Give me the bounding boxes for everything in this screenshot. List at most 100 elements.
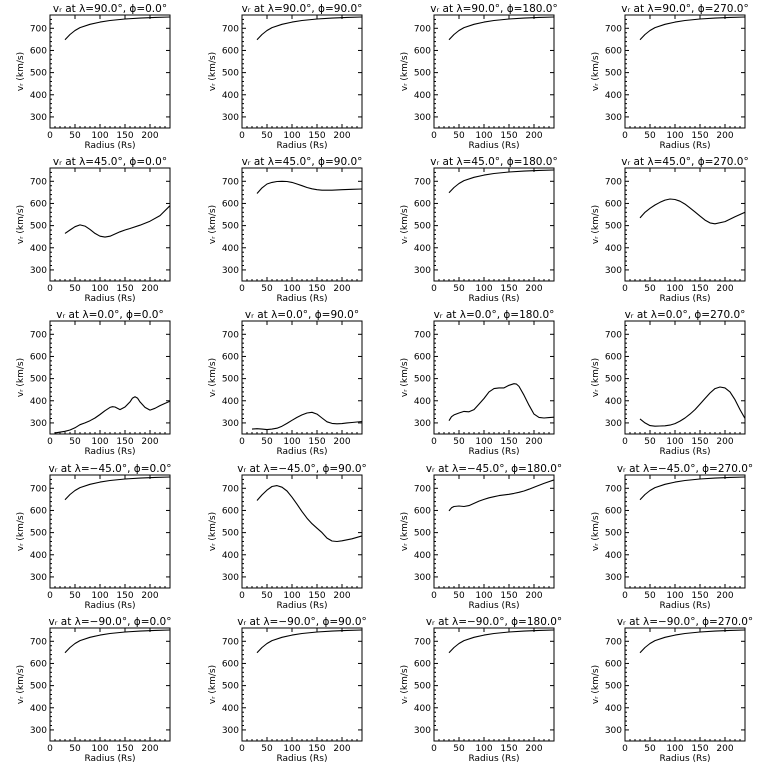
y-axis-label: vᵣ (km/s)	[16, 52, 26, 91]
x-tick-label: 200	[141, 744, 158, 754]
x-tick-label: 0	[239, 284, 245, 294]
panel-12: vᵣ at λ=−45.0°, ϕ=0.0° 0 50 100 150 200 300 400…	[16, 463, 171, 611]
series-line	[448, 16, 554, 41]
x-tick-label: 150	[308, 131, 325, 141]
plot-frame	[433, 167, 555, 282]
x-axis-label: Radius (Rs)	[659, 141, 710, 151]
x-tick-label: 0	[431, 284, 437, 294]
x-tick-label: 150	[116, 591, 133, 601]
series-line	[639, 386, 745, 427]
plot-frame	[433, 474, 555, 589]
series-line	[448, 629, 554, 654]
series-line	[639, 476, 745, 501]
y-tick-label: 700	[222, 24, 239, 34]
y-tick-label: 400	[605, 244, 622, 254]
x-tick-label: 50	[261, 284, 273, 294]
y-tick-label: 400	[222, 244, 239, 254]
x-tick-label: 0	[622, 437, 628, 447]
x-tick-label: 150	[500, 131, 517, 141]
series-line	[251, 411, 362, 431]
x-tick-label: 100	[475, 744, 492, 754]
plot-frame	[49, 474, 171, 589]
y-tick-label: 700	[222, 177, 239, 187]
y-axis-label: vᵣ (km/s)	[208, 52, 218, 91]
plot-frame	[49, 14, 171, 129]
y-tick-label: 500	[222, 682, 239, 692]
y-axis-label: vᵣ (km/s)	[208, 512, 218, 551]
y-axis-label: vᵣ (km/s)	[591, 358, 601, 397]
y-axis-label: vᵣ (km/s)	[400, 358, 410, 397]
x-tick-label: 0	[622, 591, 628, 601]
x-tick-label: 50	[644, 591, 656, 601]
panel-16: vᵣ at λ=−90.0°, ϕ=0.0° 0 50 100 150 200 300 400…	[16, 616, 171, 764]
y-axis-label: vᵣ (km/s)	[591, 512, 601, 551]
series-line	[256, 485, 362, 543]
y-tick-label: 500	[30, 222, 47, 232]
x-tick-label: 50	[69, 131, 81, 141]
x-tick-label: 0	[622, 131, 628, 141]
plot-frame	[624, 167, 746, 282]
y-tick-label: 300	[30, 726, 47, 736]
y-tick-label: 400	[222, 704, 239, 714]
series-line	[64, 205, 170, 238]
x-axis-label: Radius (Rs)	[84, 447, 135, 457]
x-tick-label: 200	[141, 284, 158, 294]
y-axis-label: vᵣ (km/s)	[591, 52, 601, 91]
y-tick-label: 400	[605, 397, 622, 407]
x-tick-label: 100	[475, 284, 492, 294]
y-tick-label: 500	[222, 529, 239, 539]
x-tick-label: 0	[622, 744, 628, 754]
x-tick-label: 200	[333, 591, 350, 601]
y-tick-label: 400	[414, 704, 431, 714]
x-axis-label: Radius (Rs)	[468, 141, 519, 151]
series-line	[256, 16, 362, 41]
plot-frame	[433, 627, 555, 742]
y-tick-label: 400	[30, 91, 47, 101]
panel-title: vᵣ at λ=0.0°, ϕ=90.0°	[245, 309, 359, 321]
y-axis-label: vᵣ (km/s)	[591, 205, 601, 244]
x-tick-label: 100	[91, 591, 108, 601]
plot-frame	[433, 14, 555, 129]
x-tick-label: 150	[308, 284, 325, 294]
y-tick-label: 500	[414, 375, 431, 385]
x-tick-label: 0	[47, 591, 53, 601]
y-tick-label: 600	[30, 352, 47, 362]
panel-19: vᵣ at λ=−90.0°, ϕ=270.0° 0 50 100 150 200 300 4…	[591, 616, 753, 764]
panel-3: vᵣ at λ=90.0°, ϕ=270.0° 0 50 100 150 200 300 40…	[591, 3, 749, 151]
y-tick-label: 300	[30, 419, 47, 429]
y-axis-label: vᵣ (km/s)	[400, 205, 410, 244]
x-axis-label: Radius (Rs)	[468, 447, 519, 457]
plot-frame	[241, 627, 363, 742]
y-tick-label: 500	[222, 69, 239, 79]
panel-6: vᵣ at λ=45.0°, ϕ=180.0° 0 50 100 150 200 300 40…	[400, 156, 558, 304]
x-tick-label: 100	[475, 131, 492, 141]
x-tick-label: 150	[691, 744, 708, 754]
x-tick-label: 200	[525, 744, 542, 754]
y-axis-label: vᵣ (km/s)	[16, 512, 26, 551]
x-tick-label: 200	[333, 131, 350, 141]
y-tick-label: 500	[30, 529, 47, 539]
x-tick-label: 200	[333, 437, 350, 447]
panel-title: vᵣ at λ=90.0°, ϕ=270.0°	[621, 3, 749, 15]
y-tick-label: 700	[222, 330, 239, 340]
y-tick-label: 300	[605, 726, 622, 736]
y-axis-label: vᵣ (km/s)	[591, 665, 601, 704]
y-tick-label: 500	[222, 375, 239, 385]
panel-4: vᵣ at λ=45.0°, ϕ=0.0° 0 50 100 150 200 300 400 5…	[16, 156, 171, 304]
y-tick-label: 300	[414, 113, 431, 123]
plot-frame	[624, 474, 746, 589]
series-line	[64, 16, 170, 41]
x-tick-label: 150	[116, 131, 133, 141]
x-tick-label: 200	[525, 284, 542, 294]
x-tick-label: 50	[69, 284, 81, 294]
x-tick-label: 100	[666, 437, 683, 447]
x-tick-label: 50	[453, 744, 465, 754]
panel-title: vᵣ at λ=−45.0°, ϕ=90.0°	[237, 463, 367, 475]
series-line	[448, 479, 554, 512]
x-tick-label: 0	[47, 437, 53, 447]
plot-frame	[241, 474, 363, 589]
y-tick-label: 700	[30, 24, 47, 34]
x-axis-label: Radius (Rs)	[276, 294, 327, 304]
panel-7: vᵣ at λ=45.0°, ϕ=270.0° 0 50 100 150 200 300 40…	[591, 156, 749, 304]
plot-frame	[241, 14, 363, 129]
